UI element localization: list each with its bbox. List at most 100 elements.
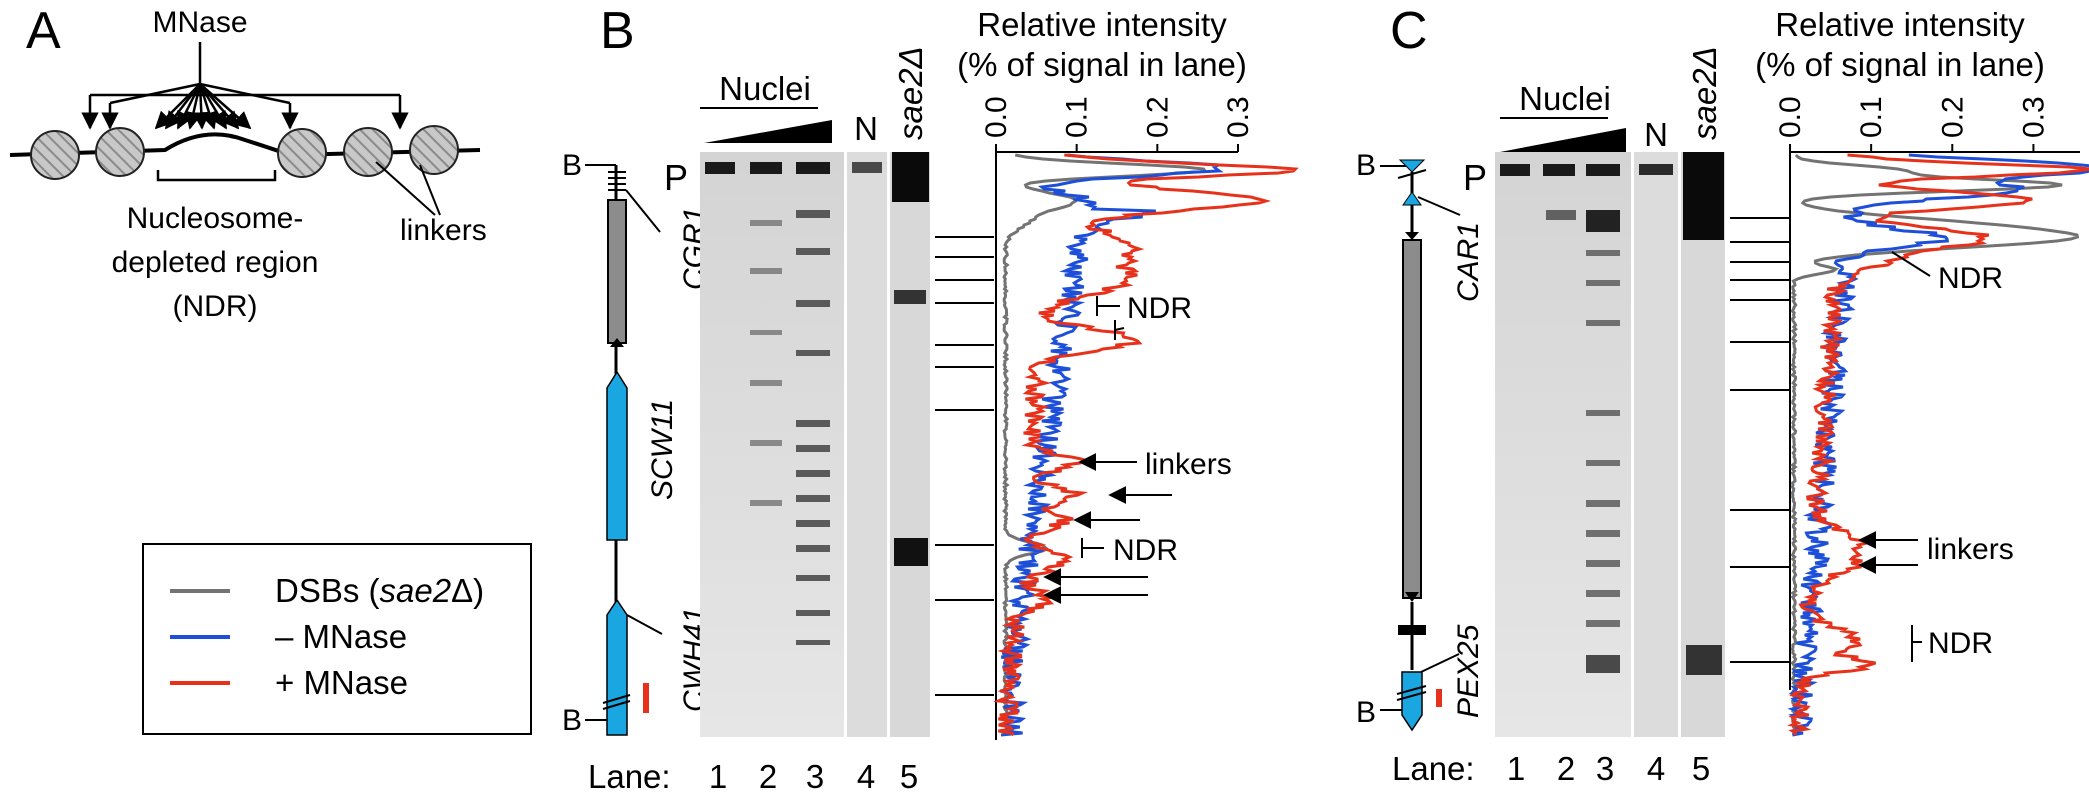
lane-c-1: 1 bbox=[1507, 750, 1525, 787]
nuclei-wedge-c bbox=[1500, 128, 1626, 152]
series-line bbox=[995, 153, 1225, 737]
chart-c-ticks: 0.0 0.1 0.2 0.3 bbox=[1774, 96, 2050, 152]
series-line bbox=[1790, 153, 2080, 736]
c-site-bottom: B bbox=[1356, 696, 1376, 729]
chart-b-subtitle: (% of signal in lane) bbox=[957, 46, 1247, 83]
chart-b-ticks: 0.0 0.1 0.2 0.3 bbox=[980, 96, 1255, 152]
panel-a: A MNase bbox=[9, 2, 487, 323]
gene-map-b: B B CGR1 SCW11 CWH41 bbox=[562, 149, 711, 737]
chart-b-ndr-lower: NDR bbox=[1113, 534, 1178, 567]
gene-map-c: B B CAR1 PEX25 bbox=[1356, 149, 1485, 732]
lane-c-5: 5 bbox=[1692, 750, 1710, 787]
linkers-label-a: linkers bbox=[400, 214, 487, 247]
ndr-label-line2: depleted region bbox=[112, 246, 319, 279]
axis-tick-label: 0.3 bbox=[2017, 96, 2050, 138]
sae2-label-b: sae2Δ bbox=[892, 46, 929, 140]
axis-tick-label: 0.1 bbox=[1855, 96, 1888, 138]
lane-b-1: 1 bbox=[709, 758, 727, 795]
ndr-label-line1: Nucleosome- bbox=[127, 202, 304, 235]
gene-label-pex25: PEX25 bbox=[1452, 624, 1485, 718]
c-marker bbox=[1398, 625, 1426, 635]
gel-b: P Nuclei N sae2Δ Lane: 1 2 3 4 5 bbox=[588, 46, 930, 795]
panel-b: B B B CGR1 SCW11 CWH41 bbox=[562, 2, 1299, 795]
nucleosomes bbox=[30, 125, 459, 180]
sae2-label-c: sae2Δ bbox=[1686, 46, 1723, 140]
lane-c-3: 3 bbox=[1596, 750, 1614, 787]
chart-c-title: Relative intensity bbox=[1775, 6, 2025, 43]
axis-tick-label: 0.2 bbox=[1141, 96, 1174, 138]
chart-b-ndr-upper: NDR bbox=[1127, 292, 1192, 325]
lane-prefix-c: Lane: bbox=[1392, 750, 1475, 787]
chart-c-ndr-upper: NDR bbox=[1938, 262, 2003, 295]
series-line bbox=[1786, 153, 2089, 736]
panel-c: C B B CAR1 PEX25 bbox=[1356, 2, 2089, 787]
legend: DSBs (sae2Δ) – MNase + MNase bbox=[142, 543, 532, 735]
probe-label-c: P bbox=[1463, 157, 1487, 198]
n-label-c: N bbox=[1644, 116, 1668, 153]
axis-tick-label: 0.0 bbox=[1774, 96, 1807, 138]
car1-gene bbox=[1402, 239, 1422, 599]
mnase-label: MNase bbox=[152, 6, 247, 39]
gel-c-lane-5 bbox=[1681, 152, 1725, 737]
chart-b-title: Relative intensity bbox=[977, 6, 1227, 43]
legend-label-dsb: DSBs (sae2Δ) bbox=[275, 572, 484, 609]
gel-b-bands bbox=[705, 152, 929, 645]
chart-b-pointers bbox=[1043, 296, 1172, 604]
gel-c-bands bbox=[1500, 152, 1724, 675]
probe-bar-c bbox=[1436, 689, 1442, 707]
gel-b-lane-4 bbox=[847, 152, 887, 737]
nuclei-label-b: Nuclei bbox=[719, 70, 811, 107]
c-site-top: B bbox=[1356, 149, 1376, 182]
cwh41-gene bbox=[606, 598, 628, 736]
lane-c-4: 4 bbox=[1647, 750, 1665, 787]
scw11-gene bbox=[606, 370, 628, 541]
probe-bar-b bbox=[643, 683, 649, 713]
axis-tick-label: 0.3 bbox=[1222, 96, 1255, 138]
chart-c: Relative intensity (% of signal in lane)… bbox=[1755, 6, 2089, 737]
ndr-bracket bbox=[156, 170, 277, 182]
gene-label-car1: CAR1 bbox=[1452, 222, 1485, 302]
chart-b: Relative intensity (% of signal in lane)… bbox=[957, 6, 1299, 740]
legend-label-minus: – MNase bbox=[275, 618, 407, 655]
lane-c-2: 2 bbox=[1557, 750, 1575, 787]
chart-c-linkers: linkers bbox=[1927, 533, 2014, 566]
chart-b-series bbox=[992, 153, 1299, 737]
pex25-gene bbox=[1401, 671, 1423, 732]
chart-c-series bbox=[1786, 153, 2089, 737]
cgr1-gene bbox=[607, 199, 627, 344]
axis-tick-label: 0.2 bbox=[1936, 96, 1969, 138]
lane-b-3: 3 bbox=[806, 758, 824, 795]
lane-b-5: 5 bbox=[900, 758, 918, 795]
gel-c-lanes-123 bbox=[1495, 152, 1631, 737]
chart-c-ndr-lower: NDR bbox=[1928, 627, 1993, 660]
lane-b-2: 2 bbox=[759, 758, 777, 795]
b-site-bottom: B bbox=[562, 704, 582, 737]
lane-b-4: 4 bbox=[857, 758, 875, 795]
chart-b-linkers: linkers bbox=[1145, 448, 1232, 481]
series-line bbox=[1787, 153, 2089, 737]
legend-label-plus: + MNase bbox=[275, 664, 408, 701]
gel-c-lane-4 bbox=[1634, 152, 1678, 737]
b-site-top: B bbox=[562, 149, 582, 182]
gel-b-ticks bbox=[935, 236, 994, 696]
axis-tick-label: 0.1 bbox=[1061, 96, 1094, 138]
axis-tick-label: 0.0 bbox=[980, 96, 1013, 138]
probe-label-b: P bbox=[664, 157, 688, 198]
gene-label-scw11: SCW11 bbox=[646, 399, 679, 500]
gel-b-lane-5 bbox=[890, 152, 930, 737]
nuclei-label-c: Nuclei bbox=[1519, 80, 1611, 117]
chart-c-subtitle: (% of signal in lane) bbox=[1755, 46, 2045, 83]
lane-prefix-b: Lane: bbox=[588, 758, 671, 795]
series-line bbox=[992, 153, 1299, 737]
panel-a-letter: A bbox=[26, 2, 61, 60]
panel-c-letter: C bbox=[1390, 2, 1428, 60]
linker-pointers bbox=[375, 161, 441, 216]
panel-b-letter: B bbox=[600, 2, 635, 60]
gel-c-ticks bbox=[1730, 217, 1790, 663]
ndr-label-line3: (NDR) bbox=[173, 290, 258, 323]
gel-c: P Nuclei N sae2Δ Lane: 1 2 3 4 5 bbox=[1392, 46, 1725, 787]
series-line bbox=[1002, 153, 1208, 736]
nuclei-wedge-b bbox=[704, 120, 832, 143]
mnase-arrows bbox=[81, 42, 409, 130]
